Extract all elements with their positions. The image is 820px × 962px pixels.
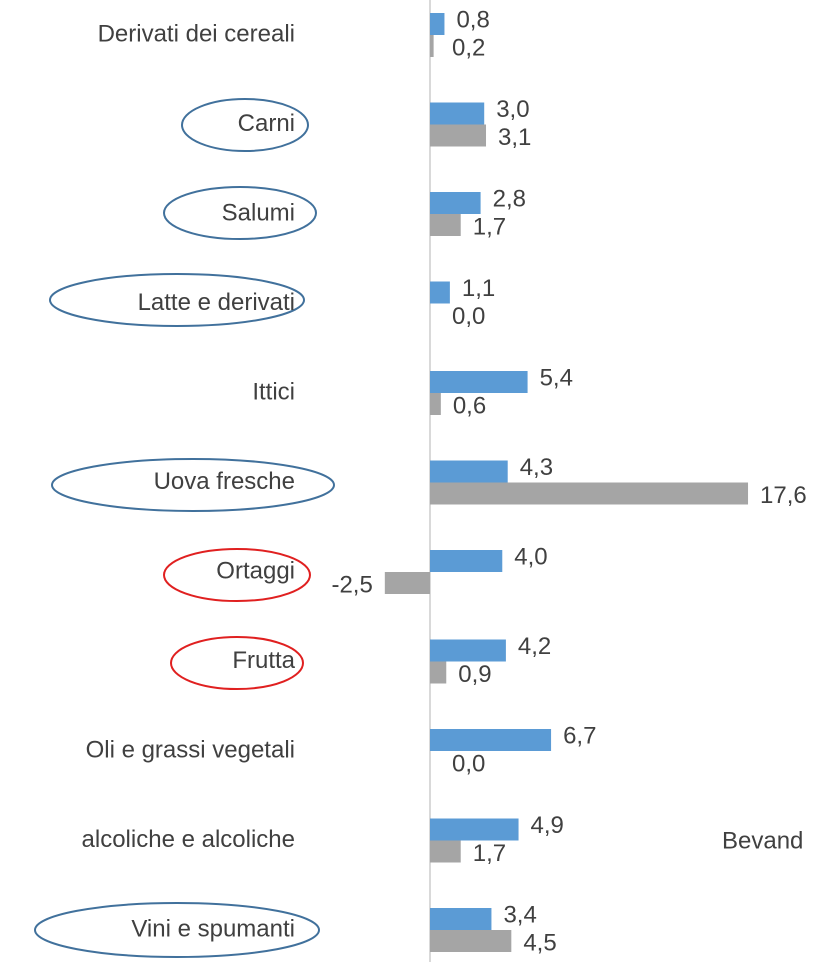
bar bbox=[430, 639, 506, 662]
category-label: Oli e grassi vegetali bbox=[86, 736, 295, 763]
annotation: Bevand bbox=[722, 827, 803, 854]
category-label: Latte e derivati bbox=[138, 289, 295, 316]
value-label: 4,3 bbox=[520, 454, 553, 481]
value-label: 0,9 bbox=[458, 661, 491, 688]
bar bbox=[430, 661, 447, 684]
bar bbox=[430, 124, 487, 147]
value-label: 3,4 bbox=[503, 901, 536, 928]
bar bbox=[430, 729, 552, 751]
bar bbox=[430, 393, 441, 415]
oval bbox=[163, 186, 317, 240]
oval bbox=[181, 98, 309, 152]
bar bbox=[430, 818, 519, 841]
value-label: 1,7 bbox=[473, 840, 506, 867]
value-label: 0,0 bbox=[452, 750, 485, 777]
value-label: 0,6 bbox=[453, 392, 486, 419]
value-label: 5,4 bbox=[540, 364, 573, 391]
oval bbox=[170, 636, 304, 690]
value-label: 1,7 bbox=[473, 213, 506, 240]
oval bbox=[49, 273, 305, 327]
bar bbox=[430, 192, 481, 214]
value-label: 1,1 bbox=[462, 275, 495, 302]
bar bbox=[430, 35, 434, 57]
bar bbox=[430, 482, 749, 505]
value-label: 3,0 bbox=[496, 96, 529, 123]
value-label: 17,6 bbox=[760, 482, 807, 509]
bar bbox=[430, 371, 528, 393]
category-label: Vini e spumanti bbox=[131, 915, 295, 942]
bar bbox=[430, 102, 485, 125]
bar bbox=[384, 572, 430, 594]
bar bbox=[430, 214, 461, 236]
category-label: Ortaggi bbox=[216, 557, 295, 584]
bar bbox=[430, 908, 492, 930]
value-label: 2,8 bbox=[493, 185, 526, 212]
value-label: 0,8 bbox=[456, 6, 489, 33]
category-label: Uova fresche bbox=[154, 468, 295, 495]
bar bbox=[430, 13, 445, 35]
bar bbox=[430, 550, 503, 572]
bar bbox=[430, 840, 461, 863]
value-label: 0,2 bbox=[452, 34, 485, 61]
value-label: 4,2 bbox=[518, 633, 551, 660]
bar bbox=[430, 460, 508, 483]
value-label: -2,5 bbox=[331, 571, 372, 598]
value-label: 4,5 bbox=[523, 929, 556, 956]
value-label: 3,1 bbox=[498, 124, 531, 151]
bar bbox=[430, 281, 450, 304]
oval bbox=[34, 902, 320, 958]
category-label: Salumi bbox=[222, 199, 295, 226]
oval bbox=[51, 458, 335, 512]
bar bbox=[430, 930, 512, 952]
highlight-ovals bbox=[34, 98, 335, 958]
category-label: Frutta bbox=[232, 647, 295, 674]
category-label: Derivati dei cereali bbox=[98, 20, 295, 47]
category-label: Ittici bbox=[252, 378, 295, 405]
oval bbox=[163, 548, 311, 602]
category-label: Carni bbox=[238, 110, 295, 137]
category-label: alcoliche e alcoliche bbox=[82, 826, 295, 853]
value-label: 4,0 bbox=[514, 543, 547, 570]
value-label: 6,7 bbox=[563, 722, 596, 749]
value-label: 0,0 bbox=[452, 303, 485, 330]
value-label: 4,9 bbox=[531, 812, 564, 839]
